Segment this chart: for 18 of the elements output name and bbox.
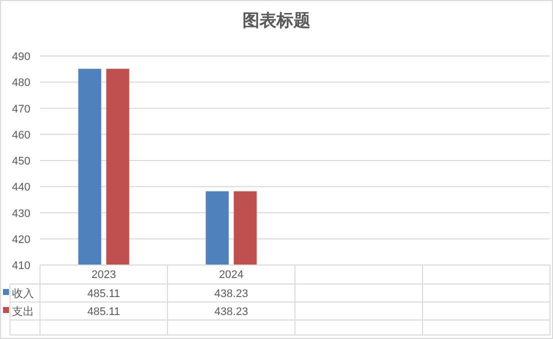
- y-tick-label: 480: [12, 77, 30, 90]
- y-tick-label: 410: [12, 260, 30, 272]
- legend-label: 收入: [12, 287, 34, 300]
- y-tick-label: 490: [12, 51, 30, 63]
- data-label: 438.23: [214, 288, 248, 300]
- chart-title: 图表标题: [242, 11, 310, 30]
- y-tick-label: 420: [12, 234, 30, 246]
- data-label: 485.11: [87, 306, 120, 318]
- y-tick-label: 470: [12, 103, 30, 116]
- y-tick-label: 450: [12, 156, 30, 168]
- x-tick-label: 2024: [219, 269, 244, 281]
- y-tick-label: 460: [12, 129, 30, 142]
- x-tick-label: 2023: [92, 269, 116, 281]
- data-label: 485.11: [87, 288, 120, 300]
- legend-label: 支出: [12, 305, 34, 318]
- data-label: 438.23: [214, 306, 248, 318]
- y-tick-label: 440: [12, 182, 30, 194]
- y-tick-label: 430: [12, 208, 30, 220]
